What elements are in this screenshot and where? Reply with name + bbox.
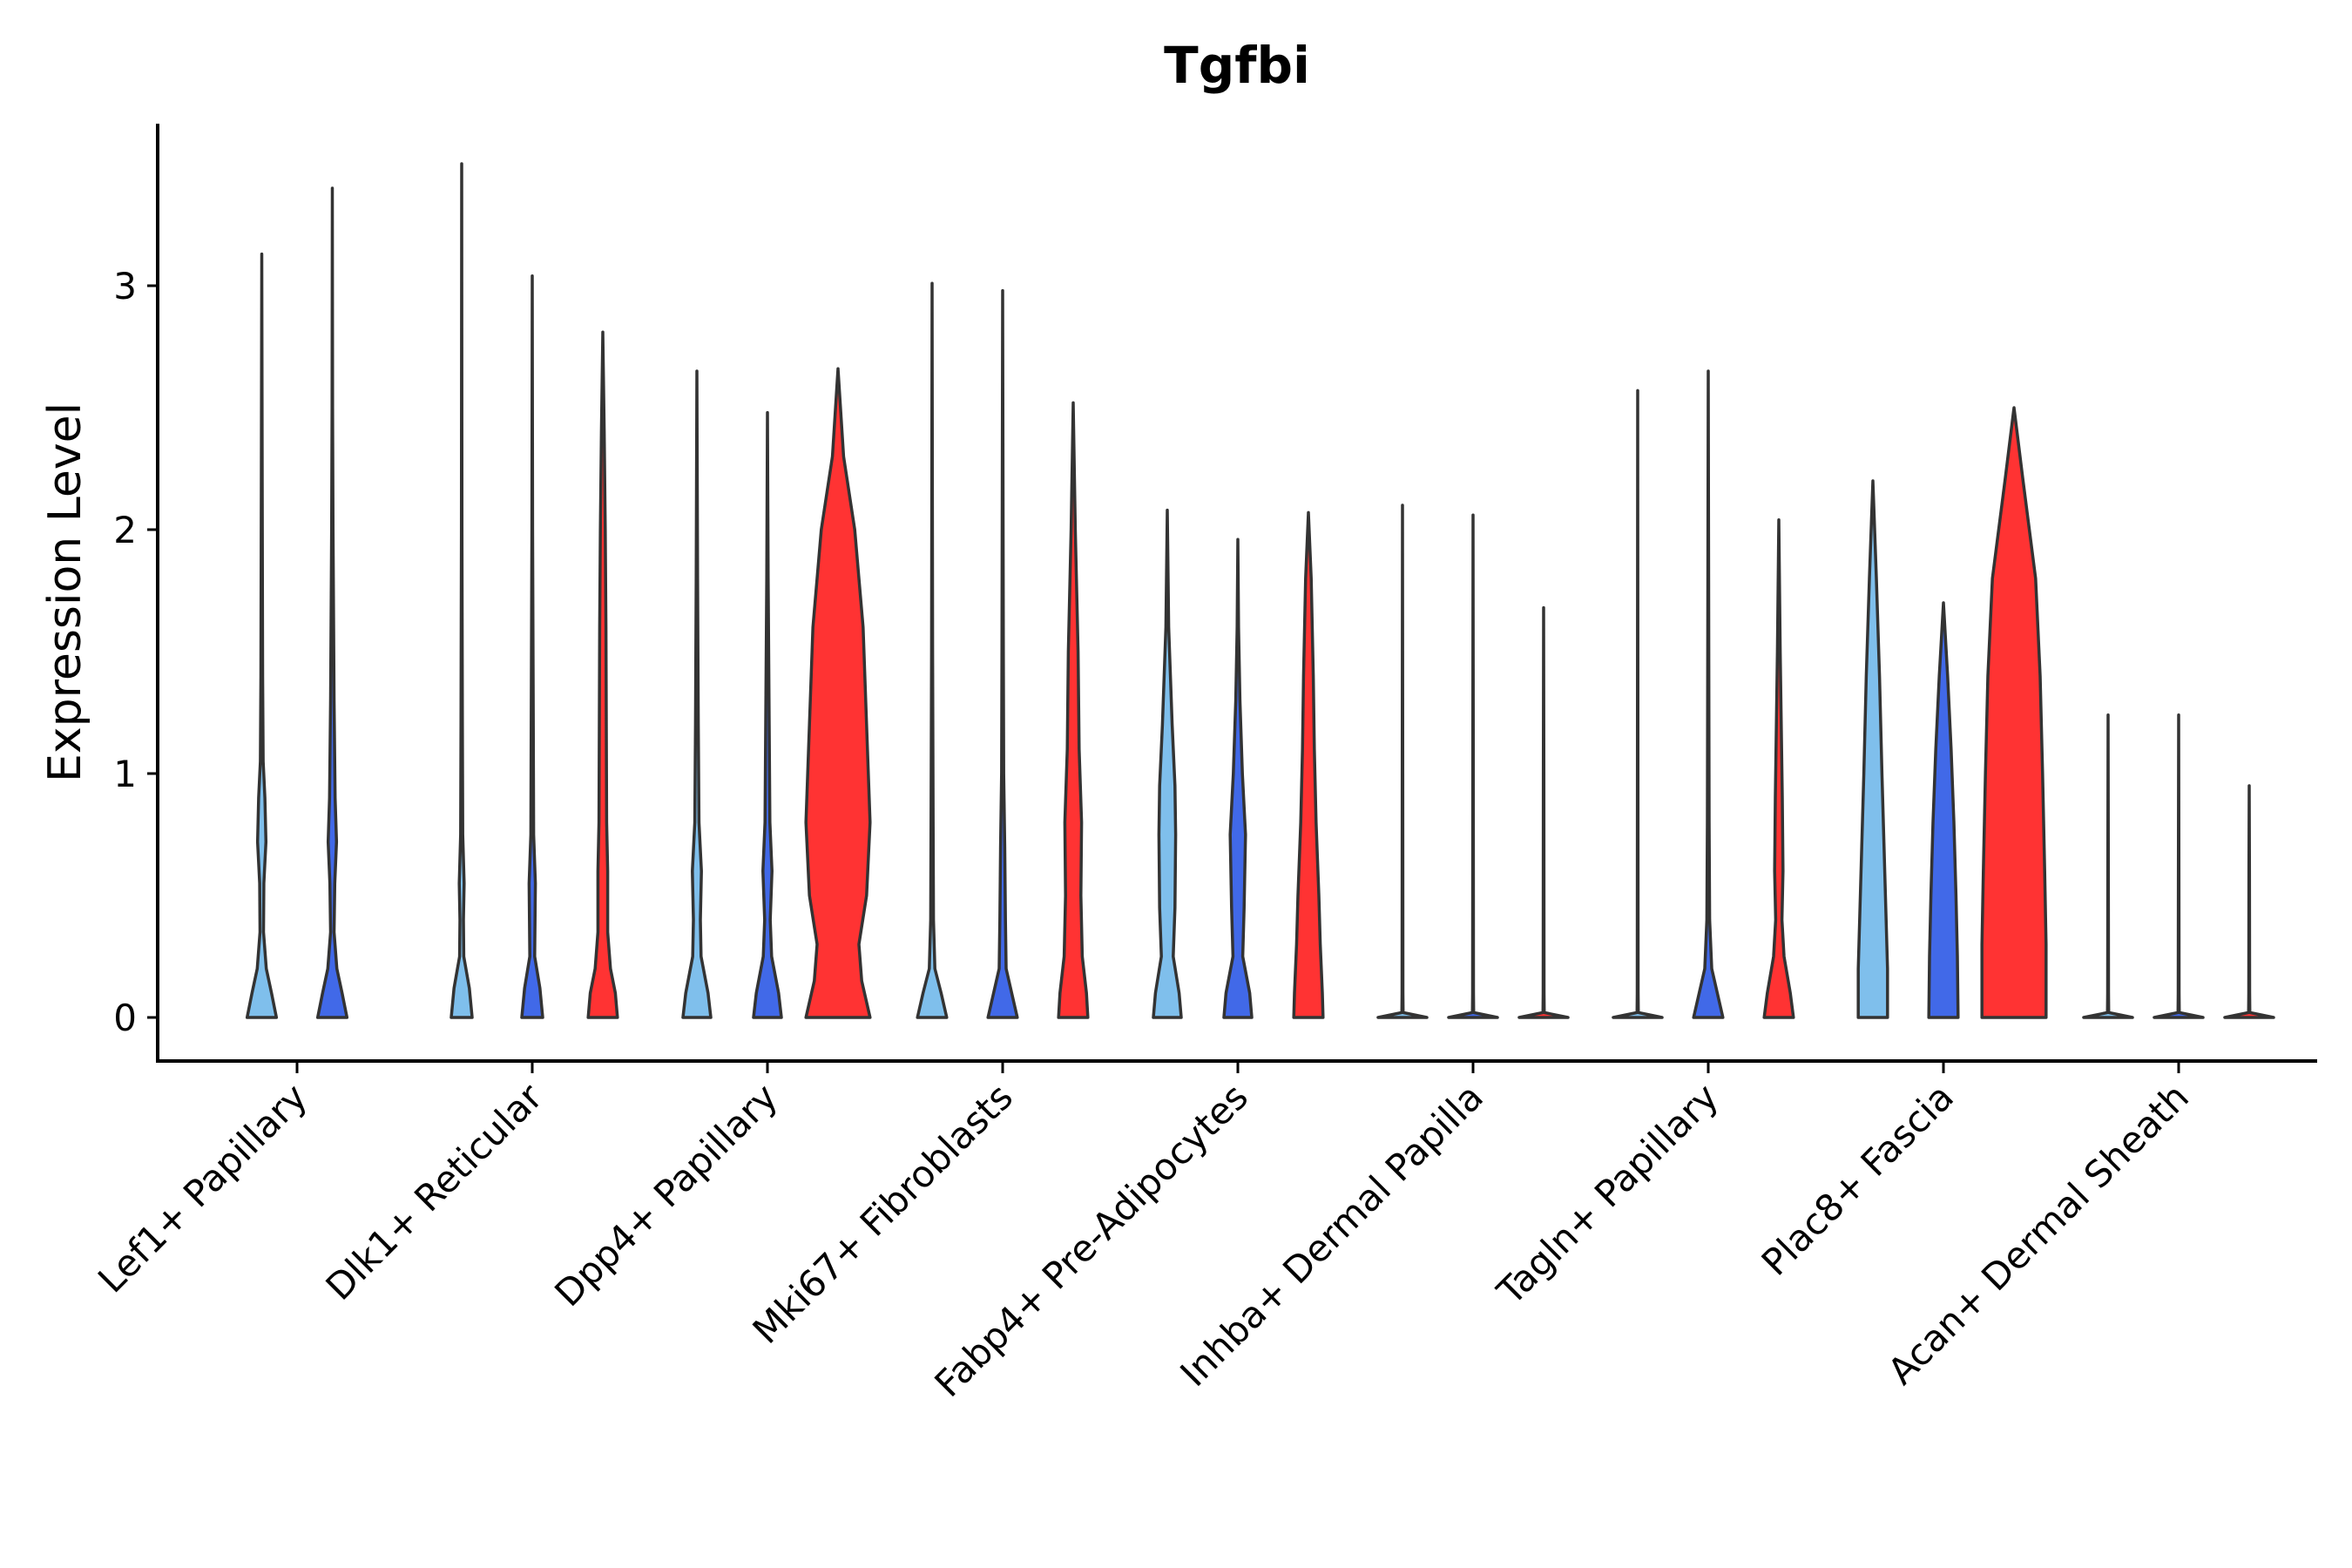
violin-9-1 [2082, 713, 2134, 1019]
violin-2-2 [520, 274, 544, 1019]
violin-group [245, 162, 2275, 1019]
violin-7-2 [1692, 369, 1725, 1019]
chart-title: Tgfbi [1164, 36, 1310, 95]
violin-4-2 [986, 288, 1019, 1019]
y-tick-label: 1 [113, 753, 137, 795]
violin-3-2 [752, 410, 783, 1019]
violin-6-2 [1447, 513, 1499, 1019]
violin-2-1 [449, 162, 474, 1019]
x-tick-label: Mki67+ Fibroblasts [745, 1075, 1021, 1351]
x-tick-label: Plac8+ Fascia [1754, 1075, 1962, 1283]
violin-1-1 [245, 252, 279, 1019]
y-tick-label: 2 [113, 509, 137, 551]
violin-2-3 [586, 330, 619, 1019]
violin-7-3 [1762, 518, 1795, 1019]
violin-6-3 [1517, 605, 1570, 1019]
y-tick-label: 3 [113, 265, 137, 308]
violin-9-3 [2223, 784, 2275, 1019]
violin-4-3 [1057, 401, 1090, 1019]
violin-4-1 [916, 281, 949, 1019]
violin-3-3 [804, 367, 872, 1019]
x-tick-label: Dpp4+ Papillary [546, 1075, 786, 1315]
y-axis-label: Expression Level [39, 402, 91, 782]
violin-5-2 [1222, 537, 1254, 1019]
violin-8-3 [1980, 406, 2048, 1019]
violin-5-1 [1152, 508, 1183, 1019]
x-tick-label: Tagln+ Papillary [1489, 1075, 1727, 1313]
y-ticks: 0 1 2 3 [113, 265, 158, 1039]
violin-3-1 [681, 369, 713, 1019]
violin-9-2 [2153, 713, 2205, 1019]
x-tick-label: Lef1+ Papillary [90, 1075, 315, 1301]
violin-6-1 [1376, 504, 1429, 1019]
violin-8-1 [1856, 479, 1889, 1019]
violin-5-3 [1292, 510, 1325, 1019]
violin-7-1 [1612, 389, 1664, 1019]
violin-8-2 [1927, 601, 1960, 1019]
violin-1-2 [315, 186, 349, 1019]
x-tick-label: Dlk1+ Reticular [318, 1075, 551, 1308]
y-tick-label: 0 [113, 997, 137, 1039]
